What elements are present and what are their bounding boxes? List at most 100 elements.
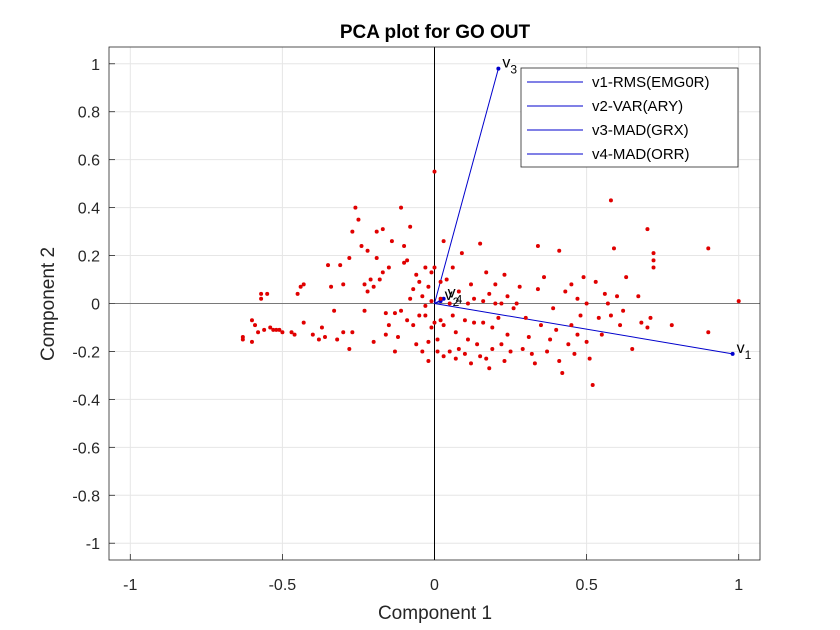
x-tick-label: 0.5 <box>575 577 597 594</box>
plot-frame <box>108 46 761 561</box>
score-point <box>405 258 410 263</box>
score-point <box>374 229 379 234</box>
score-point <box>706 330 711 335</box>
score-point <box>608 313 613 318</box>
score-point <box>566 342 571 347</box>
score-point <box>548 337 553 342</box>
score-point <box>411 323 416 328</box>
score-point <box>517 284 522 289</box>
score-point <box>402 260 407 265</box>
score-point <box>441 354 446 359</box>
score-point <box>262 327 267 332</box>
score-point <box>438 279 443 284</box>
y-tick-label: -1 <box>86 536 100 553</box>
score-point <box>417 279 422 284</box>
vector-label-subscript: 2 <box>453 295 460 309</box>
score-point <box>478 354 483 359</box>
score-point <box>599 332 604 337</box>
score-point <box>621 308 626 313</box>
score-point <box>253 323 258 328</box>
score-point <box>478 241 483 246</box>
score-point <box>526 335 531 340</box>
score-point <box>581 275 586 280</box>
x-tick-labels: -1 -0.5 0 0.5 1 <box>123 577 743 594</box>
score-point <box>420 294 425 299</box>
score-point <box>596 315 601 320</box>
score-point <box>493 282 498 287</box>
score-point <box>484 270 489 275</box>
vector-label-subscript: 1 <box>745 348 752 362</box>
score-point <box>414 272 419 277</box>
score-point <box>438 296 443 301</box>
score-point <box>326 263 331 268</box>
vector-tip <box>730 351 735 356</box>
score-point <box>447 349 452 354</box>
score-point <box>465 301 470 306</box>
score-point <box>432 265 437 270</box>
score-point <box>408 296 413 301</box>
vector-tip <box>496 66 501 71</box>
score-point <box>429 299 434 304</box>
score-point <box>389 239 394 244</box>
score-point <box>298 284 303 289</box>
score-point <box>301 320 306 325</box>
score-point <box>590 383 595 388</box>
score-point <box>423 303 428 308</box>
legend-items: v1-RMS(EMG0R) v2-VAR(ARY) v3-MAD(GRX) v4-MA… <box>527 74 710 163</box>
score-point <box>469 361 474 366</box>
y-axis-label: Component 2 <box>38 247 59 361</box>
score-point <box>575 332 580 337</box>
y-tick-labels: -1 -0.8 -0.6 -0.4 -0.2 0 0.2 0.4 0.6 0.8 1 <box>72 57 100 553</box>
y-tick-label: -0.4 <box>72 392 100 409</box>
score-point <box>615 294 620 299</box>
score-point <box>338 263 343 268</box>
score-point <box>584 301 589 306</box>
score-point <box>374 255 379 260</box>
score-point <box>493 301 498 306</box>
score-point <box>490 325 495 330</box>
score-point <box>435 349 440 354</box>
score-point <box>651 265 656 270</box>
score-point <box>277 327 282 332</box>
score-point <box>392 311 397 316</box>
score-point <box>310 332 315 337</box>
score-point <box>332 308 337 313</box>
score-point <box>484 356 489 361</box>
score-point <box>341 282 346 287</box>
score-point <box>542 275 547 280</box>
score-point <box>423 265 428 270</box>
legend-label: v4-MAD(ORR) <box>592 146 690 163</box>
score-point <box>392 349 397 354</box>
score-point <box>453 330 458 335</box>
score-point <box>465 337 470 342</box>
vector-line <box>434 303 733 355</box>
score-point <box>736 299 741 304</box>
score-point <box>402 243 407 248</box>
score-point <box>472 296 477 301</box>
score-point <box>453 356 458 361</box>
score-point <box>249 318 254 323</box>
score-point <box>359 243 364 248</box>
score-point <box>386 265 391 270</box>
score-point <box>429 325 434 330</box>
score-point <box>487 366 492 371</box>
score-point <box>636 294 641 299</box>
score-point <box>593 279 598 284</box>
score-point <box>648 315 653 320</box>
score-point <box>578 313 583 318</box>
score-point <box>395 335 400 340</box>
legend-label: v2-VAR(ARY) <box>592 98 683 115</box>
score-point <box>447 301 452 306</box>
score-point <box>532 361 537 366</box>
y-tick-label: 0.6 <box>78 153 100 170</box>
score-point <box>587 356 592 361</box>
score-point <box>651 258 656 263</box>
score-point <box>481 320 486 325</box>
score-point <box>505 332 510 337</box>
score-point <box>624 275 629 280</box>
score-point <box>502 359 507 364</box>
score-points <box>240 169 741 388</box>
score-point <box>569 282 574 287</box>
score-point <box>256 330 261 335</box>
